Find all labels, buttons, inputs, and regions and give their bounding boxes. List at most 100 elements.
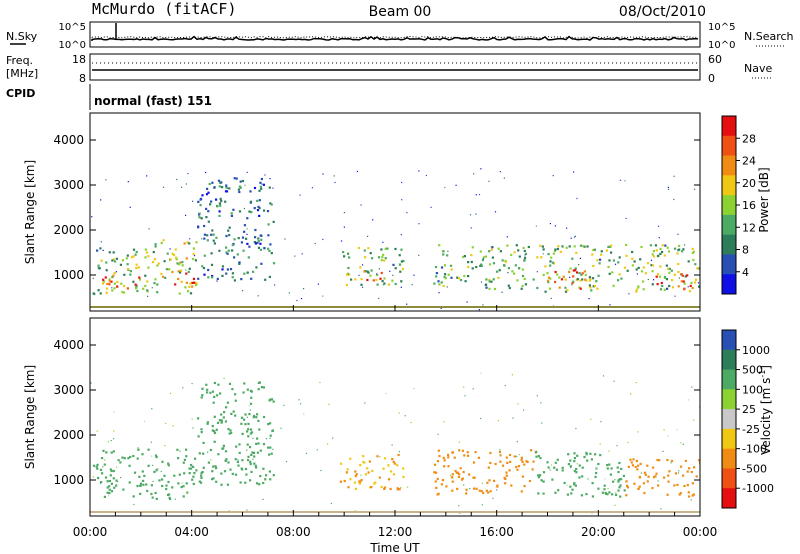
radar-noise-cell (300, 298, 303, 300)
radar-cell (450, 268, 453, 271)
radar-cell (574, 269, 577, 272)
radar-noise-cell (92, 476, 94, 478)
radar-cell (520, 458, 523, 461)
radar-noise-cell (382, 284, 384, 286)
radar-noise-cell (227, 187, 229, 189)
radar-cell (593, 248, 596, 251)
radar-cell (216, 394, 219, 397)
radar-cell (347, 252, 350, 255)
radar-cell (451, 451, 454, 454)
radar-cell (397, 453, 400, 457)
radar-cell (610, 251, 613, 254)
radar-cell (360, 479, 363, 482)
radar-cell (585, 451, 588, 454)
radar-cell (95, 465, 98, 468)
radar-cell (561, 469, 564, 472)
radar-noise-cell (186, 491, 188, 494)
radar-cell (231, 272, 234, 275)
radar-cell (652, 250, 655, 253)
radar-cell (213, 415, 216, 418)
radar-cell (579, 279, 582, 282)
radar-cell (585, 493, 588, 496)
radar-cell (97, 476, 100, 480)
velocity-colorbar-swatch (722, 488, 736, 509)
radar-noise-cell (333, 175, 335, 177)
radar-noise-cell (499, 454, 501, 457)
radar-cell (369, 252, 372, 255)
radar-noise-cell (391, 444, 393, 446)
x-tick-label: 20:00 (581, 525, 616, 539)
radar-cell (123, 273, 126, 276)
radar-cell (366, 278, 369, 282)
radar-noise-cell (670, 462, 672, 464)
radar-cell (631, 250, 634, 254)
radar-cell (391, 279, 394, 282)
radar-cell (174, 248, 177, 251)
radar-cell (591, 253, 594, 256)
radar-cell (622, 474, 625, 477)
radar-cell (116, 285, 119, 288)
radar-noise-cell (554, 225, 556, 227)
radar-cell (205, 207, 208, 210)
radar-cell (558, 276, 561, 279)
radar-cell (227, 461, 230, 464)
radar-cell (200, 428, 203, 431)
radar-cell (185, 455, 188, 458)
radar-cell (578, 286, 581, 289)
radar-cell (185, 448, 188, 451)
radar-cell (112, 477, 115, 480)
radar-cell (666, 246, 669, 249)
radar-cell (270, 203, 273, 206)
radar-noise-cell (192, 427, 194, 429)
radar-cell (692, 258, 695, 262)
radar-cell (267, 423, 270, 426)
nave-tick-bottom: 0 (708, 72, 715, 85)
radar-cell (228, 432, 231, 435)
radar-cell (197, 226, 200, 229)
radar-cell (631, 464, 634, 467)
radar-cell (559, 250, 562, 253)
radar-cell (218, 214, 221, 217)
radar-cell (136, 289, 139, 293)
radar-cell (457, 475, 461, 479)
radar-noise-cell (518, 454, 520, 456)
radar-cell (558, 286, 561, 289)
radar-cell (160, 241, 163, 245)
radar-cell (178, 292, 181, 295)
radar-noise-cell (607, 488, 609, 490)
radar-cell (620, 478, 623, 481)
radar-noise-cell (540, 402, 542, 404)
radar-cell (272, 474, 275, 477)
radar-cell (374, 481, 377, 484)
radar-cell (658, 459, 661, 462)
radar-cell (213, 242, 216, 245)
radar-cell (227, 229, 230, 232)
radar-cell (153, 258, 156, 261)
radar-cell (359, 464, 362, 467)
radar-cell (690, 470, 693, 474)
radar-cell (219, 197, 222, 200)
radar-cell (396, 487, 399, 490)
radar-cell (146, 489, 149, 493)
radar-cell (108, 283, 111, 286)
radar-cell (372, 279, 375, 282)
radar-cell (263, 415, 266, 419)
radar-cell (240, 422, 243, 425)
radar-noise-cell (637, 431, 639, 433)
radar-noise-cell (249, 409, 251, 411)
radar-cell (216, 277, 219, 280)
radar-cell (639, 258, 642, 261)
power-colorbar-swatch (722, 274, 736, 295)
radar-cell (586, 459, 589, 462)
radar-noise-cell (228, 510, 230, 512)
radar-noise-cell (472, 388, 474, 390)
radar-cell (539, 244, 542, 247)
radar-cell (383, 259, 386, 262)
radar-noise-cell (96, 430, 98, 432)
radar-noise-cell (614, 479, 616, 481)
radar-cell (253, 186, 257, 190)
radar-cell (211, 470, 214, 473)
radar-cell (207, 276, 210, 279)
radar-cell (609, 473, 612, 476)
